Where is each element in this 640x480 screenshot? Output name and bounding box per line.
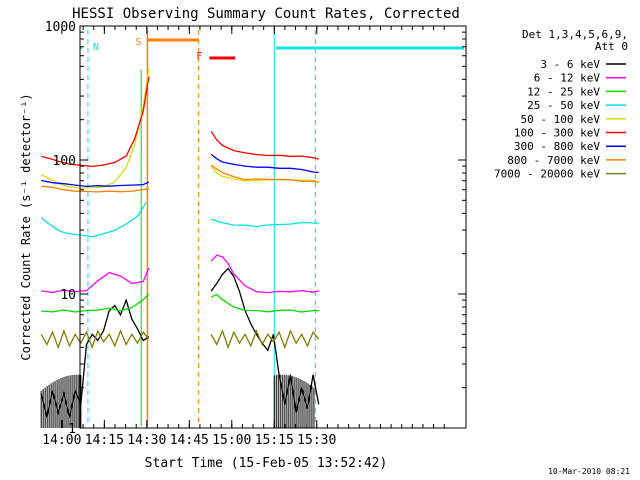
- series-line-6-seg-0: [41, 179, 150, 188]
- legend-label: 300 - 800 keV: [514, 140, 600, 153]
- series-line-0-seg-1: [210, 267, 320, 413]
- legend-label: 12 - 25 keV: [527, 85, 600, 98]
- x-tick-label: 14:00: [42, 433, 81, 448]
- series-line-8-seg-1: [210, 329, 320, 350]
- y-tick-label: 1000: [45, 20, 76, 35]
- series-line-8-seg-0: [40, 328, 150, 350]
- series-7000-20000-kev: [40, 328, 320, 350]
- annotation-s: S: [135, 37, 141, 48]
- chart-title: HESSI Observing Summary Count Rates, Cor…: [72, 6, 460, 22]
- legend-header-1: Det 1,3,4,5,6,9,: [522, 28, 628, 41]
- plot-area: N S F: [40, 30, 464, 428]
- series-line-5-seg-0: [41, 76, 150, 168]
- series-line-7-seg-1: [210, 164, 319, 184]
- y-tick-label: 1: [68, 422, 76, 437]
- series-100-300-kev: [41, 76, 319, 168]
- y-tick-label: 10: [60, 288, 76, 303]
- legend-label: 800 - 7000 keV: [507, 154, 600, 167]
- axes: 14:00 14:15 14:30 14:45 15:00 15:15 15:30 1 10 10…: [42, 20, 466, 448]
- x-tick-label: 14:30: [127, 433, 166, 448]
- series-line-1-seg-0: [41, 267, 150, 294]
- annotation-f: F: [196, 51, 202, 62]
- annotation-n: N: [93, 42, 99, 53]
- legend-label: 25 - 50 keV: [527, 99, 600, 112]
- series-line-4-seg-1: [210, 165, 319, 183]
- x-tick-label: 15:30: [297, 433, 336, 448]
- x-tick-label: 14:45: [170, 433, 209, 448]
- series-line-7-seg-0: [41, 185, 149, 193]
- y-tick-label: 100: [53, 154, 76, 169]
- legend-label: 6 - 12 keV: [534, 72, 601, 85]
- series-12-25-kev: [41, 293, 319, 313]
- legend-header-2: Att 0: [595, 40, 628, 53]
- series-line-3-seg-0: [40, 202, 147, 238]
- series-line-2-seg-0: [41, 293, 150, 313]
- series-line-6-seg-1: [210, 153, 319, 174]
- x-tick-label: 15:00: [212, 433, 251, 448]
- plot-frame: [79, 25, 467, 429]
- x-tick-label: 15:15: [255, 433, 294, 448]
- series-line-2-seg-1: [210, 293, 319, 313]
- legend-label: 7000 - 20000 keV: [494, 168, 600, 181]
- series-300-800-kev: [41, 153, 319, 188]
- legend-label: 3 - 6 keV: [540, 58, 600, 71]
- series-line-5-seg-1: [210, 130, 319, 160]
- series-6-12-kev: [41, 254, 319, 294]
- x-axis-label: Start Time (15-Feb-05 13:52:42): [145, 456, 388, 471]
- series-line-3-seg-1: [210, 218, 319, 228]
- y-axis-label: Corrected Count Rate (s⁻¹ detector⁻¹): [19, 93, 33, 360]
- footer-date: 10-Mar-2010 08:21: [548, 467, 630, 476]
- legend-label: 100 - 300 keV: [514, 127, 600, 140]
- series-25-50-kev: [40, 202, 319, 238]
- legend-label: 50 - 100 keV: [521, 113, 601, 126]
- series-800-7000-kev: [41, 164, 319, 193]
- series-line-1-seg-1: [210, 254, 319, 294]
- x-tick-label: 14:15: [85, 433, 124, 448]
